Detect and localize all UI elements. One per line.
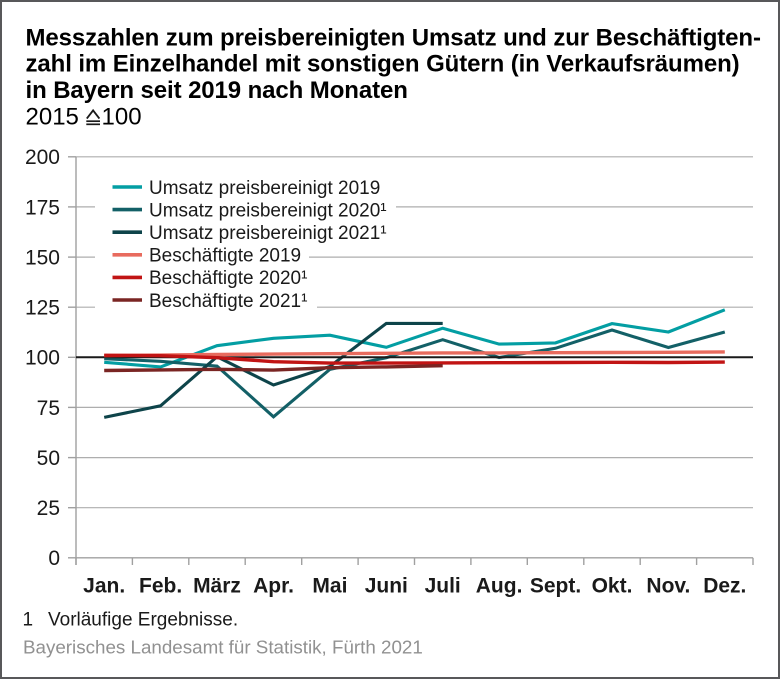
svg-text:zahl im Einzelhandel mit sonst: zahl im Einzelhandel mit sonstigen Güter…: [26, 51, 740, 78]
svg-text:Nov.: Nov.: [646, 575, 690, 598]
svg-text:in Bayern seit 2019 nach Monat: in Bayern seit 2019 nach Monaten: [26, 77, 408, 104]
svg-text:Umsatz preisbereinigt 2021¹: Umsatz preisbereinigt 2021¹: [149, 223, 387, 244]
svg-text:Sept.: Sept.: [530, 575, 581, 598]
svg-text:150: 150: [25, 246, 60, 269]
svg-text:Bayerisches Landesamt für Stat: Bayerisches Landesamt für Statistik, Für…: [23, 637, 423, 658]
svg-text:Umsatz preisbereinigt 2019: Umsatz preisbereinigt 2019: [149, 178, 380, 199]
svg-text:25: 25: [37, 497, 60, 520]
svg-text:Apr.: Apr.: [253, 575, 294, 598]
svg-text:Mai: Mai: [312, 575, 347, 598]
svg-text:Feb.: Feb.: [139, 575, 182, 598]
svg-text:Okt.: Okt.: [592, 575, 633, 598]
svg-text:0: 0: [48, 547, 60, 570]
svg-text:Umsatz preisbereinigt 2020¹: Umsatz preisbereinigt 2020¹: [149, 200, 387, 221]
svg-text:100: 100: [25, 347, 60, 370]
svg-text:175: 175: [25, 196, 60, 219]
svg-text:Beschäftigte 2020¹: Beschäftigte 2020¹: [149, 268, 307, 289]
svg-text:Beschäftigte 2021¹: Beschäftigte 2021¹: [149, 291, 307, 312]
svg-text:75: 75: [37, 397, 60, 420]
svg-text:Juni: Juni: [365, 575, 408, 598]
svg-text:Juli: Juli: [425, 575, 461, 598]
svg-text:Jan.: Jan.: [83, 575, 125, 598]
svg-text:März: März: [193, 575, 241, 598]
svg-text:2015: 2015: [26, 104, 79, 131]
svg-text:Vorläufige Ergebnisse.: Vorläufige Ergebnisse.: [48, 610, 238, 631]
svg-text:200: 200: [25, 146, 60, 169]
svg-text:1: 1: [23, 610, 34, 631]
svg-text:100: 100: [102, 104, 142, 131]
svg-text:50: 50: [37, 447, 60, 470]
svg-text:Aug.: Aug.: [476, 575, 523, 598]
svg-text:Beschäftigte 2019: Beschäftigte 2019: [149, 246, 301, 267]
svg-text:Dez.: Dez.: [703, 575, 746, 598]
svg-text:Messzahlen zum preisbereinigte: Messzahlen zum preisbereinigten Umsatz u…: [26, 24, 761, 51]
svg-text:125: 125: [25, 297, 60, 320]
